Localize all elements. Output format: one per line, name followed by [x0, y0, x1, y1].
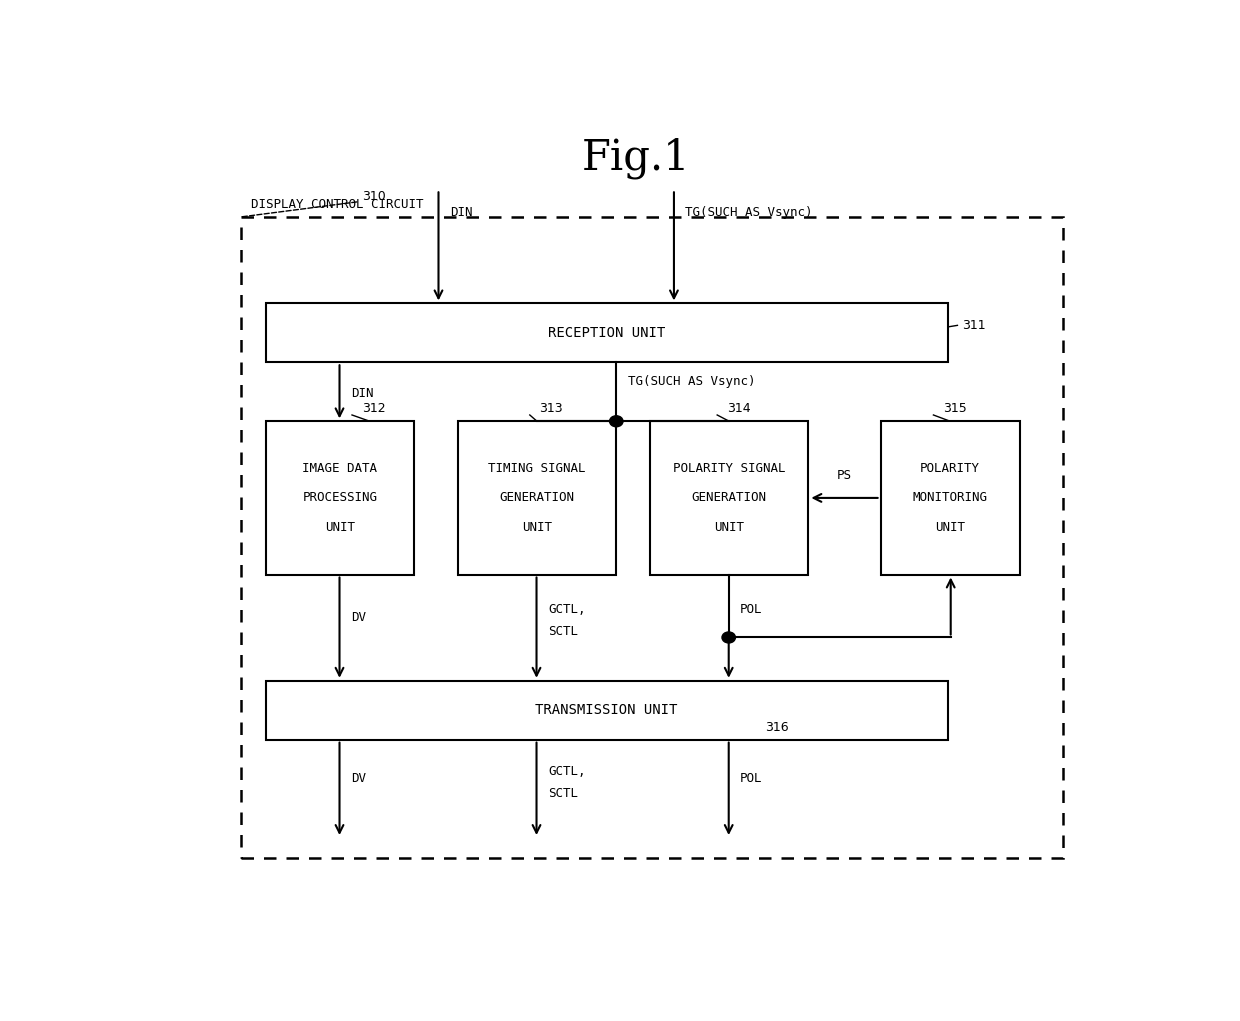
Text: GCTL,: GCTL, — [548, 765, 585, 778]
Text: TIMING SIGNAL: TIMING SIGNAL — [489, 461, 585, 475]
Text: GCTL,: GCTL, — [548, 603, 585, 617]
Text: DIN: DIN — [450, 206, 472, 220]
Text: TG(SUCH AS Vsync): TG(SUCH AS Vsync) — [686, 206, 813, 220]
Bar — [265, 422, 414, 575]
Text: TG(SUCH AS Vsync): TG(SUCH AS Vsync) — [627, 376, 755, 388]
Text: DV: DV — [351, 773, 366, 785]
Text: RECEPTION UNIT: RECEPTION UNIT — [548, 326, 666, 340]
Text: UNIT: UNIT — [935, 522, 965, 534]
Text: UNIT: UNIT — [714, 522, 744, 534]
Bar — [265, 681, 947, 739]
Text: 316: 316 — [765, 721, 789, 734]
Text: 313: 313 — [539, 402, 563, 415]
Text: UNIT: UNIT — [325, 522, 355, 534]
Text: IMAGE DATA: IMAGE DATA — [303, 461, 377, 475]
Text: DV: DV — [351, 612, 366, 624]
Text: POLARITY SIGNAL: POLARITY SIGNAL — [673, 461, 785, 475]
Text: PS: PS — [837, 470, 852, 482]
Text: GENERATION: GENERATION — [692, 491, 766, 504]
Bar — [265, 303, 947, 362]
Text: Fig.1: Fig.1 — [582, 137, 689, 179]
Text: DIN: DIN — [351, 387, 373, 400]
Text: POL: POL — [740, 603, 763, 617]
Text: UNIT: UNIT — [522, 522, 552, 534]
Text: SCTL: SCTL — [548, 625, 578, 638]
Bar — [242, 216, 1063, 858]
Text: PROCESSING: PROCESSING — [303, 491, 377, 504]
Text: DISPLAY CONTROL CIRCUIT: DISPLAY CONTROL CIRCUIT — [250, 198, 424, 211]
Text: 311: 311 — [962, 319, 986, 332]
Text: TRANSMISSION UNIT: TRANSMISSION UNIT — [536, 703, 678, 717]
Text: POLARITY: POLARITY — [920, 461, 981, 475]
Circle shape — [610, 416, 622, 427]
Circle shape — [722, 632, 735, 643]
Text: SCTL: SCTL — [548, 786, 578, 799]
Text: 310: 310 — [362, 191, 386, 203]
Text: 314: 314 — [727, 402, 750, 415]
Text: MONITORING: MONITORING — [913, 491, 988, 504]
Text: 315: 315 — [942, 402, 967, 415]
Bar — [650, 422, 808, 575]
Bar — [458, 422, 616, 575]
Text: POL: POL — [740, 773, 763, 785]
Text: GENERATION: GENERATION — [500, 491, 574, 504]
Bar — [880, 422, 1019, 575]
Text: 312: 312 — [362, 402, 386, 415]
